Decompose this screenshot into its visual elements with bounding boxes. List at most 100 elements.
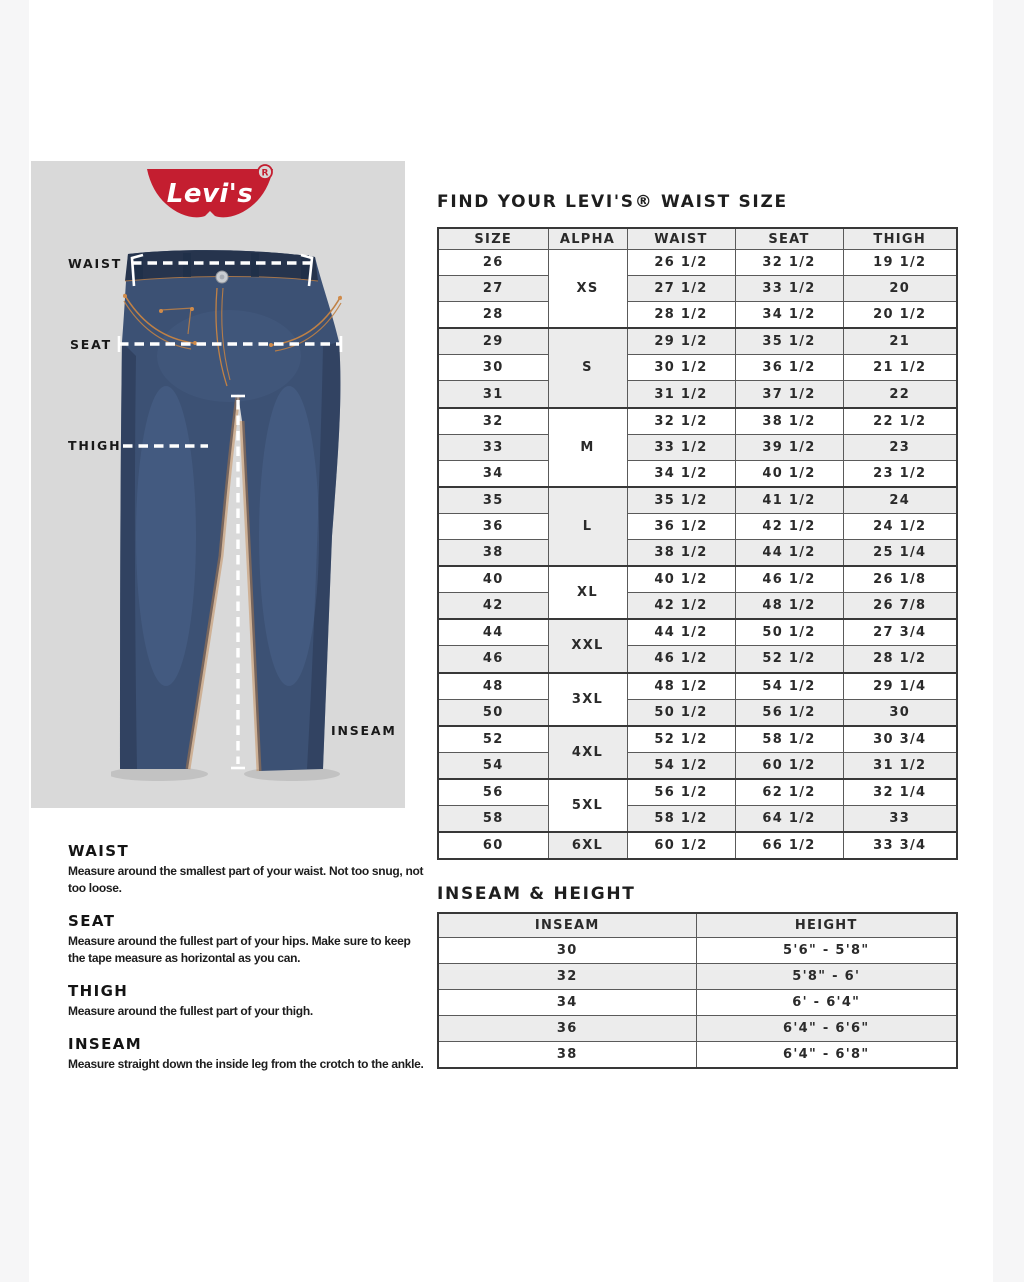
registered-trademark-letter: R [262,169,269,179]
waist-cell: 52 1/2 [626,724,736,753]
seat-cell: 60 1/2 [734,751,844,780]
guide-heading-seat: SEAT [68,912,116,930]
inseam-table-row: 30 5'6" - 5'8" [437,937,958,964]
size-table-head: SIZE ALPHA WAIST SEAT THIGH [437,227,958,250]
size-table-row: 38 38 1/2 44 1/2 25 1/4 [437,539,958,567]
pocket-stitch-left [123,293,194,344]
thigh-cell: 33 [842,804,958,833]
height-cell: 5'6" - 5'8" [695,937,958,964]
seat-cell: 34 1/2 [734,301,844,329]
seat-cell: 35 1/2 [734,327,844,356]
denim-wash-left [136,386,196,686]
inseam-cell: 34 [437,989,697,1016]
page-edge-left [0,0,29,1282]
size-table-row: 35 L 35 1/2 41 1/2 24 [437,485,958,567]
inseam-table-row: 36 6'4" - 6'6" [437,1015,958,1042]
size-table-row: 28 28 1/2 34 1/2 20 1/2 [437,301,958,329]
seat-cell: 52 1/2 [734,645,844,673]
inner-seam-shadow [185,395,241,770]
thigh-cell: 20 [842,275,958,303]
size-table: SIZE ALPHA WAIST SEAT THIGH 26 XS 26 1/2 32 1/2… [437,227,958,861]
rivet [159,309,163,313]
seat-cell: 62 1/2 [734,777,844,806]
guide-heading-inseam: INSEAM [68,1035,143,1053]
seat-cell: 44 1/2 [734,539,844,567]
size-table-row: 29 S 29 1/2 35 1/2 21 [437,327,958,409]
thigh-cell: 22 1/2 [842,406,958,435]
size-cell: 30 [437,354,549,382]
inseam-height-title: INSEAM & HEIGHT [437,884,636,904]
column-header-thigh: THIGH [842,227,958,250]
denim-wash-hip [157,310,301,402]
thigh-cell: 21 [842,327,958,356]
height-cell: 6' - 6'4" [695,989,958,1016]
waist-cell: 28 1/2 [626,301,736,329]
thigh-cell: 23 1/2 [842,459,958,488]
rivet [193,341,197,345]
thigh-cell: 33 3/4 [842,831,958,860]
waist-cell: 56 1/2 [626,777,736,806]
size-cell: 34 [437,459,549,488]
size-table-row: 56 5XL 56 1/2 62 1/2 32 1/4 [437,777,958,833]
waist-cell: 34 1/2 [626,459,736,488]
size-table-row: 26 XS 26 1/2 32 1/2 19 1/2 [437,248,958,329]
size-table-row: 58 58 1/2 64 1/2 33 [437,804,958,833]
waistband [125,250,318,281]
column-header-size: SIZE [437,227,549,250]
thigh-diagram-label: THIGH [68,438,122,453]
seat-cell: 32 1/2 [734,248,844,277]
seat-cell: 42 1/2 [734,512,844,541]
waist-size-title: FIND YOUR LEVI'S® WAIST SIZE [437,192,788,212]
inseam-cell: 32 [437,963,697,990]
size-cell: 42 [437,592,549,620]
alpha-cell: S [547,327,628,409]
size-table-row: 44 XXL 44 1/2 50 1/2 27 3/4 [437,618,958,674]
size-cell: 58 [437,804,549,833]
jeans-silhouette [120,250,341,772]
thigh-cell: 24 [842,485,958,514]
inseam-table-body: 30 5'6" - 5'8" 32 5'8" - 6' 34 6' - 6'4" 36 6'4… [437,937,958,1069]
size-table-row: 31 31 1/2 37 1/2 22 [437,380,958,409]
guide-section-seat: SEAT Measure around the fullest part of … [68,912,424,967]
waist-cell: 31 1/2 [626,380,736,409]
seat-cell: 50 1/2 [734,618,844,647]
size-cell: 56 [437,777,549,806]
size-cell: 46 [437,645,549,673]
column-header-height: HEIGHT [695,912,958,938]
size-table-row: 27 27 1/2 33 1/2 20 [437,275,958,303]
jeans-shadow [111,767,208,781]
size-table-row: 32 M 32 1/2 38 1/2 22 1/2 [437,406,958,488]
thigh-cell: 32 1/4 [842,777,958,806]
waist-cell: 33 1/2 [626,433,736,461]
levis-logo-text: Levi's [167,179,254,209]
seat-cell: 64 1/2 [734,804,844,833]
waist-cell: 48 1/2 [626,671,736,700]
thigh-cell: 26 7/8 [842,592,958,620]
pocket-stitch-right-inner [274,302,342,352]
belt-loop [183,253,191,277]
waist-cell: 60 1/2 [626,831,736,860]
guide-text-thigh: Measure around the fullest part of your … [68,1004,313,1018]
guide-text-waist: Measure around the smallest part of your… [68,864,424,895]
inner-seam-shadow [239,420,262,772]
seat-cell: 40 1/2 [734,459,844,488]
size-table-row: 52 4XL 52 1/2 58 1/2 30 3/4 [437,724,958,780]
guide-heading-thigh: THIGH [68,982,129,1000]
waist-diagram-label: WAIST [68,256,123,271]
height-cell: 5'8" - 6' [695,963,958,990]
size-cell: 32 [437,406,549,435]
leg-shading-left [120,342,137,769]
column-header-waist: WAIST [626,227,736,250]
thigh-cell: 28 1/2 [842,645,958,673]
waist-cell: 46 1/2 [626,645,736,673]
size-table-row: 33 33 1/2 39 1/2 23 [437,433,958,461]
seat-cell: 58 1/2 [734,724,844,753]
thigh-cell: 29 1/4 [842,671,958,700]
batwing-logo-shape [147,169,273,218]
waist-cell: 44 1/2 [626,618,736,647]
levis-logo: Levi's R [147,164,273,218]
thigh-cell: 31 1/2 [842,751,958,780]
registered-trademark-icon [257,164,273,180]
thigh-cell: 30 3/4 [842,724,958,753]
thigh-cell: 22 [842,380,958,409]
